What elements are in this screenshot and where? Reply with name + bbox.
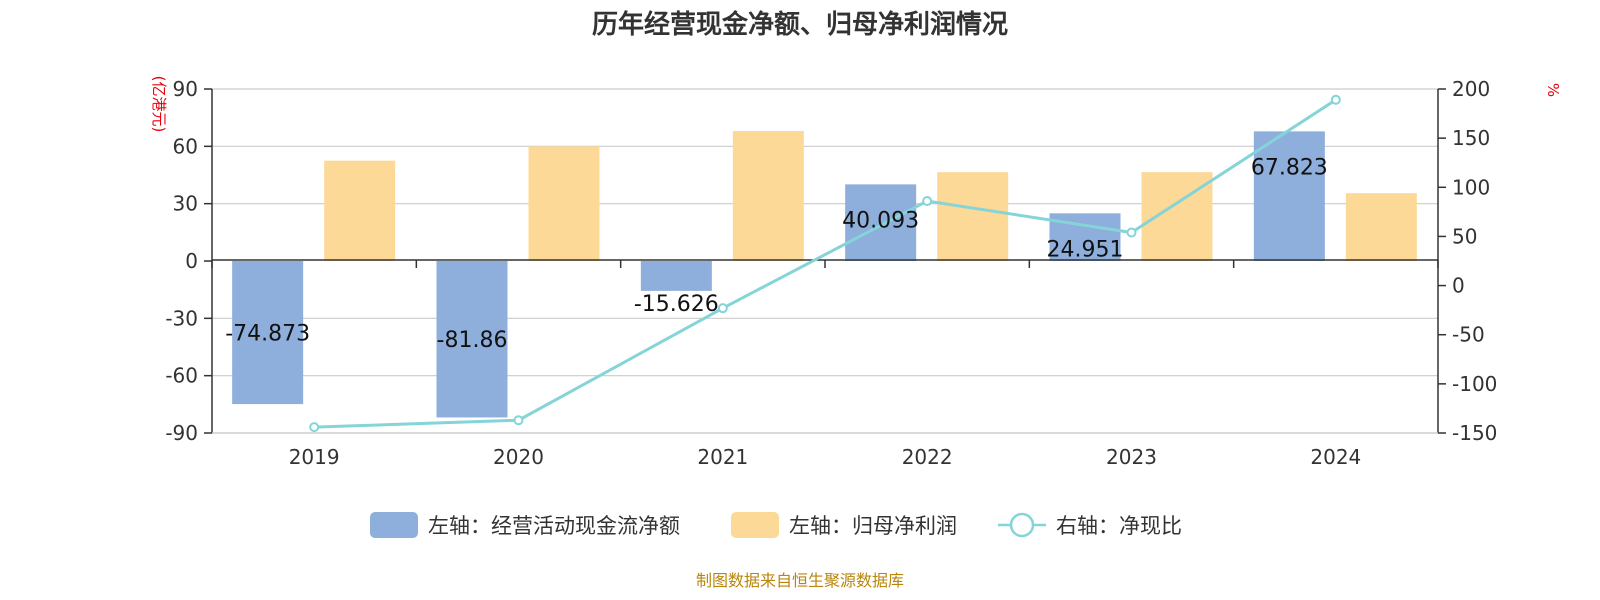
right-tick-label: -50 xyxy=(1452,323,1485,347)
ratio-point xyxy=(717,303,728,314)
axes xyxy=(204,88,1446,434)
ratio-point xyxy=(309,422,320,433)
right-tick-label: 0 xyxy=(1452,274,1465,298)
legend-swatch-marker xyxy=(1009,512,1035,538)
bar-cash-flow xyxy=(1253,131,1325,261)
bar-cash-flow xyxy=(436,261,508,418)
legend-swatch-net-profit xyxy=(731,512,779,538)
right-tick-label: -100 xyxy=(1452,372,1497,396)
ratio-point xyxy=(513,415,524,426)
legend-label-ratio: 右轴：净现比 xyxy=(1056,514,1182,538)
bar-net-profit xyxy=(324,160,396,261)
bar-cash-flow xyxy=(845,184,917,261)
right-tick-label: 100 xyxy=(1452,175,1490,199)
right-axis-unit: % xyxy=(1544,83,1562,97)
left-tick-label: 30 xyxy=(173,192,198,216)
legend: 左轴：经营活动现金流净额 左轴：归母净利润 右轴：净现比 xyxy=(370,512,1182,538)
bar-net-profit xyxy=(1345,193,1417,261)
ratio-line xyxy=(314,98,1337,429)
data-labels: -74.873 -81.86 -15.626 40.093 24.951 67.823 xyxy=(225,155,1328,353)
legend-label-net-profit: 左轴：归母净利润 xyxy=(789,514,957,538)
tick-labels: 90 60 30 0 -30 -60 -90 200 150 100 50 0 -50 -100 -150 2… xyxy=(165,77,1497,469)
right-tick-label: 200 xyxy=(1452,77,1490,101)
left-tick-label: 60 xyxy=(173,134,198,158)
line-series xyxy=(309,94,1341,433)
right-tick-label: 150 xyxy=(1452,126,1490,150)
x-tick-label: 2021 xyxy=(697,445,748,469)
chart-title: 历年经营现金净额、归母净利润情况 xyxy=(592,9,1008,40)
data-label: -81.86 xyxy=(437,328,508,353)
right-tick-label: 50 xyxy=(1452,224,1477,248)
bar-net-profit xyxy=(732,131,804,261)
ratio-point xyxy=(922,196,933,207)
bars xyxy=(232,131,1417,418)
bar-net-profit xyxy=(528,146,600,261)
bar-net-profit xyxy=(937,172,1009,261)
left-tick-label: -90 xyxy=(165,421,198,445)
x-tick-label: 2022 xyxy=(902,445,953,469)
ratio-point xyxy=(1126,227,1137,238)
left-axis-unit: (亿港元) xyxy=(150,76,168,133)
right-tick-label: -150 xyxy=(1452,421,1497,445)
data-label: 24.951 xyxy=(1047,237,1124,262)
legend-label-cash-flow: 左轴：经营活动现金流净额 xyxy=(428,514,680,538)
x-tick-label: 2024 xyxy=(1310,445,1361,469)
bar-cash-flow xyxy=(232,261,304,405)
left-tick-label: -60 xyxy=(165,364,198,388)
left-tick-label: 90 xyxy=(173,77,198,101)
bar-cash-flow xyxy=(640,261,712,291)
left-tick-label: 0 xyxy=(185,249,198,273)
x-tick-label: 2020 xyxy=(493,445,544,469)
ratio-point xyxy=(1330,94,1341,105)
data-label: -15.626 xyxy=(634,292,719,317)
x-tick-label: 2023 xyxy=(1106,445,1157,469)
left-tick-label: -30 xyxy=(165,306,198,330)
source-note: 制图数据来自恒生聚源数据库 xyxy=(696,571,904,590)
data-label: 40.093 xyxy=(842,208,919,233)
x-tick-label: 2019 xyxy=(289,445,340,469)
data-label: 67.823 xyxy=(1251,155,1328,180)
data-label: -74.873 xyxy=(225,322,310,347)
legend-swatch-cash-flow xyxy=(370,512,418,538)
